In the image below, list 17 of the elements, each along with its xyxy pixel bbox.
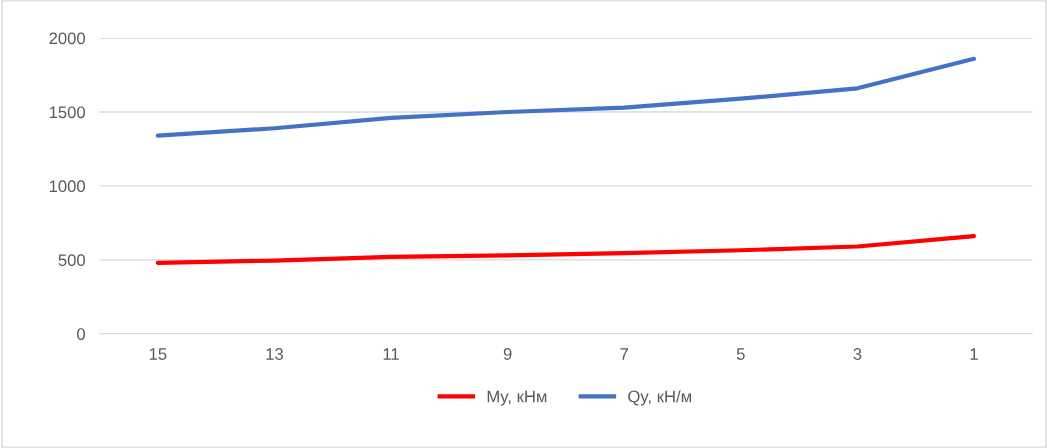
line-series: [155, 56, 977, 138]
x-tick-label: 13: [266, 348, 283, 360]
x-tick-label: 1: [970, 348, 978, 360]
x-tick-label: 9: [503, 348, 512, 360]
x-tick-label: 7: [620, 348, 629, 360]
legend-label: Qy, кН/м: [628, 390, 691, 406]
x-tick-label: 3: [853, 348, 862, 360]
x-tick-label: 15: [149, 348, 167, 360]
y-tick-label: 0: [77, 328, 86, 340]
x-tick-label: 5: [736, 348, 745, 360]
legend-label: My, кНм: [487, 390, 547, 406]
y-tick-label: 500: [58, 254, 86, 267]
y-tick-label: 1000: [49, 180, 86, 193]
line-series: [155, 234, 977, 265]
y-tick-label: 1500: [49, 106, 86, 119]
y-tick-label: 2000: [49, 32, 86, 45]
x-tick-label: 11: [383, 348, 399, 360]
